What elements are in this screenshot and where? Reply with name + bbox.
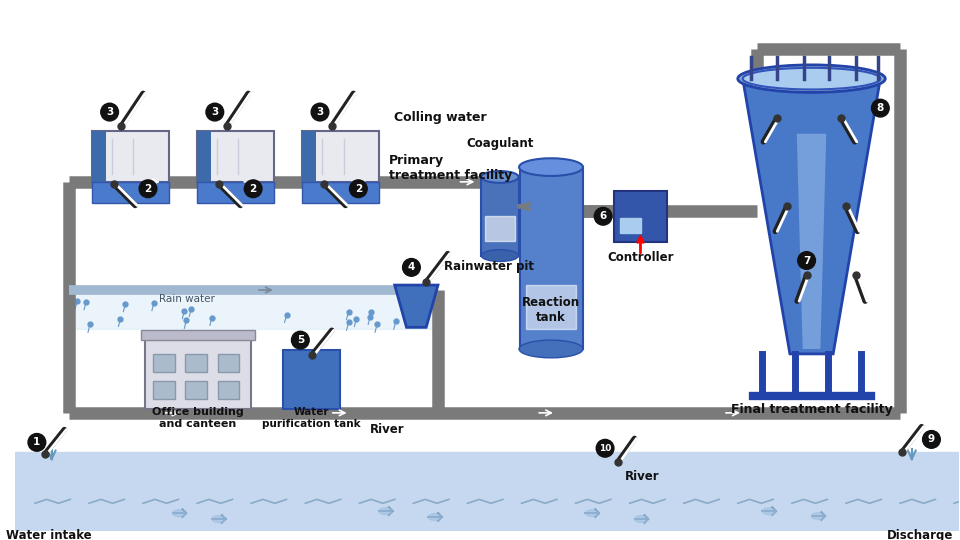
Ellipse shape [519, 158, 583, 176]
Text: Rain water: Rain water [159, 294, 215, 304]
Bar [481, 177, 518, 255]
Bar [92, 131, 106, 182]
Bar [197, 131, 274, 182]
Circle shape [349, 180, 367, 198]
Ellipse shape [173, 510, 186, 517]
Circle shape [594, 207, 612, 225]
Bar [302, 131, 379, 182]
Ellipse shape [428, 514, 442, 521]
Text: 2: 2 [250, 184, 256, 194]
Ellipse shape [481, 249, 518, 261]
Bar [185, 354, 207, 372]
Text: Rainwater pit: Rainwater pit [444, 260, 534, 273]
Text: Primary
treatment facility: Primary treatment facility [389, 154, 512, 183]
Circle shape [596, 440, 614, 457]
Ellipse shape [379, 508, 393, 515]
Text: 9: 9 [928, 434, 935, 444]
Circle shape [206, 103, 224, 121]
Bar [218, 381, 239, 399]
Text: Controller: Controller [608, 251, 674, 264]
Bar [485, 216, 515, 241]
Text: 2: 2 [144, 184, 152, 194]
Circle shape [139, 180, 156, 198]
Text: 6: 6 [599, 211, 607, 221]
Bar [15, 452, 959, 531]
Ellipse shape [743, 68, 880, 90]
Circle shape [101, 103, 118, 121]
Circle shape [923, 430, 940, 448]
Bar [302, 182, 379, 204]
Text: 1: 1 [34, 437, 40, 447]
Text: Water
purification tank: Water purification tank [262, 407, 360, 429]
Bar [282, 350, 340, 409]
Text: 7: 7 [803, 255, 810, 266]
Text: Final treatment facility: Final treatment facility [731, 403, 893, 416]
Bar [197, 182, 274, 204]
Circle shape [292, 331, 309, 349]
Text: 8: 8 [876, 103, 884, 113]
Text: 3: 3 [106, 107, 113, 117]
Bar [69, 292, 433, 329]
Bar [519, 167, 584, 349]
Ellipse shape [738, 65, 885, 92]
Polygon shape [743, 79, 880, 354]
Bar [185, 381, 207, 399]
Circle shape [28, 434, 46, 451]
Bar [92, 182, 169, 204]
Bar [620, 218, 641, 233]
Text: Office building
and canteen: Office building and canteen [153, 407, 244, 429]
Text: Reaction
tank: Reaction tank [522, 296, 580, 323]
Ellipse shape [811, 512, 826, 519]
Polygon shape [395, 285, 438, 327]
Text: Water intake: Water intake [6, 529, 91, 540]
Text: 4: 4 [408, 262, 415, 272]
Text: River: River [625, 470, 660, 483]
Circle shape [798, 252, 815, 269]
Ellipse shape [635, 516, 648, 523]
Ellipse shape [519, 340, 583, 358]
Text: 3: 3 [211, 107, 219, 117]
Bar [145, 340, 252, 409]
Circle shape [872, 99, 889, 117]
Text: Discharge: Discharge [886, 529, 953, 540]
Text: 10: 10 [599, 444, 612, 453]
Bar [526, 285, 576, 329]
Text: Colling water: Colling water [394, 111, 487, 124]
Bar [218, 354, 239, 372]
Bar [153, 381, 175, 399]
Ellipse shape [212, 516, 226, 523]
Text: 2: 2 [354, 184, 362, 194]
Circle shape [402, 259, 420, 276]
Ellipse shape [762, 508, 776, 515]
Bar [92, 131, 169, 182]
Bar [302, 131, 316, 182]
Polygon shape [797, 134, 827, 349]
Ellipse shape [481, 171, 518, 183]
Text: Coagulant: Coagulant [467, 138, 534, 151]
Text: 5: 5 [297, 335, 304, 345]
Text: River: River [370, 422, 404, 436]
Ellipse shape [586, 510, 599, 517]
Text: 3: 3 [317, 107, 324, 117]
Bar [153, 354, 175, 372]
Circle shape [244, 180, 262, 198]
Circle shape [311, 103, 329, 121]
FancyBboxPatch shape [614, 191, 667, 242]
Bar [141, 330, 255, 340]
Bar [197, 131, 211, 182]
